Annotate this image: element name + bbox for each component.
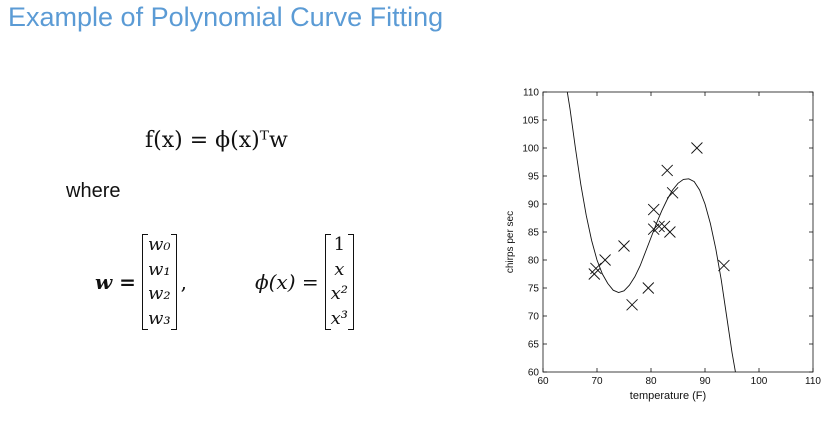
data-point [647, 203, 660, 216]
phi-entry: x [334, 258, 345, 280]
slide-title: Example of Polynomial Curve Fitting [8, 2, 444, 32]
phi-vector-definition: ϕ(x) = 1 x x² x³ [255, 233, 355, 331]
data-point [626, 298, 638, 311]
data-point [590, 262, 602, 275]
data-point [666, 186, 679, 199]
y-axis-label: chirps per sec [505, 211, 516, 273]
scatter-chart: chirps per sec temperature (F) 60 65 70 75 8… [495, 82, 825, 412]
y-tick-label: 70 [528, 312, 540, 323]
weight-entry: w₁ [147, 258, 171, 280]
weight-entry: w₀ [147, 234, 171, 255]
x-tick-label: 80 [645, 376, 657, 387]
data-point [653, 220, 665, 233]
chart-svg: chirps per sec temperature (F) 60 65 70 75 8… [505, 88, 821, 403]
y-tick-label: 65 [528, 340, 540, 351]
phi-entry: 1 [333, 234, 346, 255]
y-tick-label: 75 [528, 284, 540, 295]
y-tick-label: 105 [522, 116, 539, 127]
data-point [647, 223, 660, 236]
x-tick-label: 60 [537, 376, 549, 387]
x-tick-label: 110 [805, 376, 821, 387]
weight-vector-definition: w = w₀ w₁ w₂ w₃ , [95, 233, 187, 331]
separator-comma: , [180, 270, 187, 294]
where-label: where [66, 180, 121, 202]
y-tick-label: 85 [528, 228, 540, 239]
weight-entry: w₂ [147, 283, 171, 305]
phi-entry: x² [330, 283, 349, 305]
x-tick-label: 100 [751, 376, 768, 387]
y-tick-label: 90 [528, 200, 540, 211]
weight-vector-matrix: w₀ w₁ w₂ w₃ [141, 234, 177, 330]
y-tick-label: 100 [522, 144, 539, 155]
main-equation: f(x) = ϕ(x)ᵀw [145, 128, 288, 153]
weight-vector-lhs: w = [95, 270, 136, 294]
fit-curve [566, 92, 736, 372]
y-tick-label: 110 [523, 88, 539, 99]
phi-vector-lhs: ϕ(x) = [255, 270, 319, 294]
phi-entry: x³ [330, 307, 349, 329]
data-point [661, 164, 674, 177]
x-axis-label: temperature (F) [630, 390, 706, 402]
y-tick-label: 60 [528, 368, 540, 379]
plot-frame [542, 91, 814, 373]
y-tick-label: 80 [528, 256, 540, 267]
data-point [642, 282, 655, 294]
x-tick-label: 90 [699, 376, 711, 387]
y-tick-label: 95 [528, 172, 540, 183]
x-tick-label: 70 [591, 376, 603, 387]
data-point [718, 259, 730, 272]
main-equation-text: f(x) = ϕ(x)ᵀw [145, 128, 288, 153]
data-point [618, 240, 630, 252]
data-point [691, 142, 703, 154]
data-point [664, 226, 676, 238]
phi-vector-matrix: 1 x x² x³ [324, 234, 355, 330]
weight-entry: w₃ [147, 307, 171, 329]
data-point [599, 254, 611, 266]
